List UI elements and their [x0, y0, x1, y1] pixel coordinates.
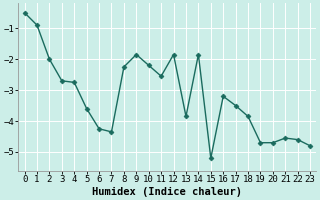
X-axis label: Humidex (Indice chaleur): Humidex (Indice chaleur) — [92, 186, 242, 197]
